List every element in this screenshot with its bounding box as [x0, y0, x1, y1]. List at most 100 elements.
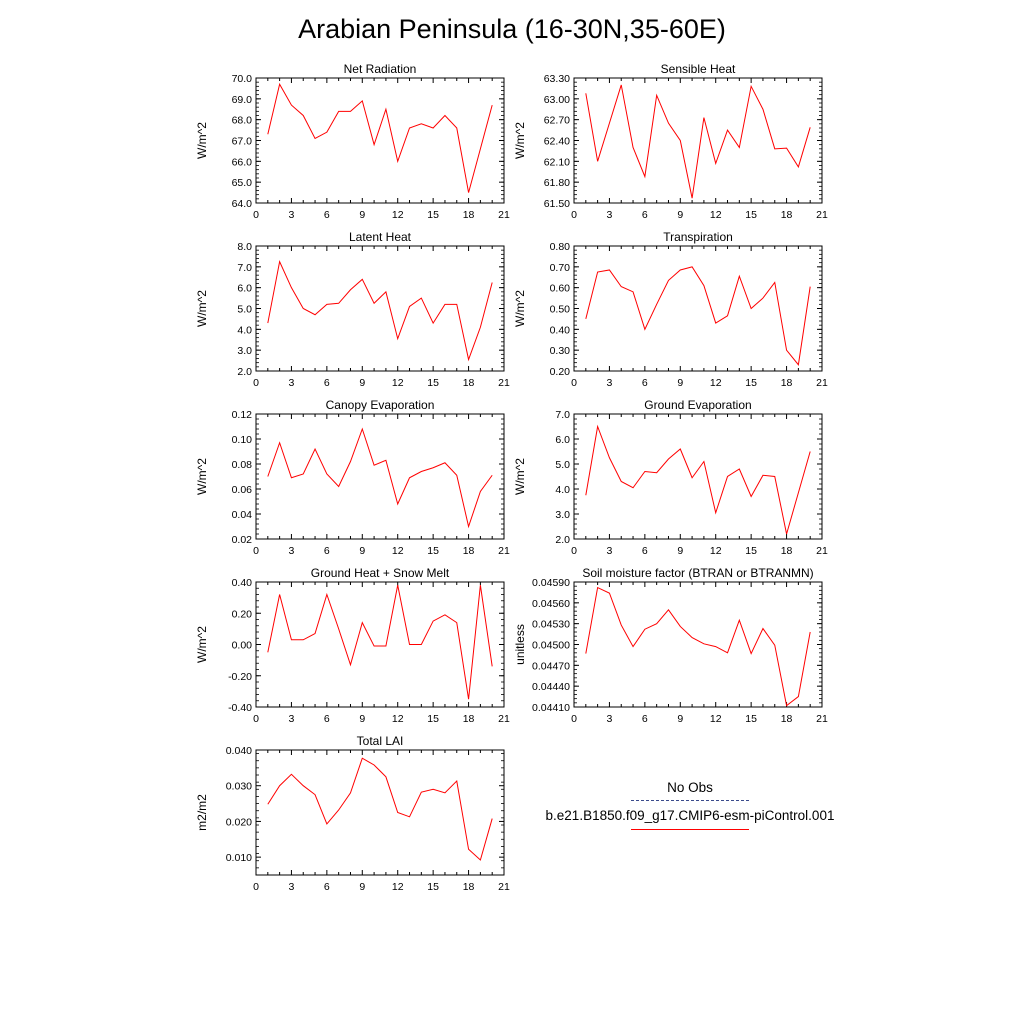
panel-5: 0 3 6 9 12 15 18 21 0.02 0.04 0.06 0.08 0.10 0.12 Cano…: [195, 398, 510, 557]
y-tick-label: 4.0: [555, 484, 570, 496]
y-tick-label: 0.10: [232, 434, 253, 446]
series-line: [585, 266, 811, 366]
panel-4: 0 3 6 9 12 15 18 21 0.20 0.30 0.40 0.50 0.60 0.70 0.80…: [513, 230, 828, 389]
y-axis-label: W/m^2: [195, 458, 209, 495]
x-tick-label: 3: [289, 713, 295, 725]
y-tick-label: 6.0: [555, 434, 570, 446]
legend-obs-label: No Obs: [667, 780, 713, 795]
panel-title: Ground Evaporation: [644, 398, 751, 412]
x-tick-label: 15: [745, 377, 757, 389]
x-tick-label: 0: [571, 209, 577, 221]
x-tick-label: 18: [463, 713, 475, 725]
series-line: [585, 84, 811, 199]
y-tick-label: 0.04590: [532, 577, 570, 589]
x-tick-label: 15: [427, 209, 439, 221]
x-tick-label: 9: [359, 545, 365, 557]
plot-frame: [573, 413, 823, 540]
panel-title: Total LAI: [357, 734, 404, 748]
panel-2: 0 3 6 9 12 15 18 21 61.50 61.80 62.10 62.40 62.70 63.…: [513, 62, 828, 221]
y-tick-label: 64.0: [232, 198, 253, 210]
y-tick-label: 70.0: [232, 73, 253, 85]
x-tick-label: 6: [642, 713, 648, 725]
x-tick-label: 18: [463, 209, 475, 221]
x-tick-label: 3: [607, 545, 613, 557]
y-tick-label: 3.0: [555, 509, 570, 521]
y-tick-label: 5.0: [237, 304, 252, 316]
x-tick-label: 6: [324, 881, 330, 893]
x-tick-label: 6: [324, 377, 330, 389]
y-tick-label: 65.0: [232, 177, 253, 189]
x-tick-label: 0: [571, 713, 577, 725]
y-tick-label: 61.50: [544, 198, 570, 210]
x-tick-label: 15: [745, 209, 757, 221]
x-tick-label: 15: [427, 545, 439, 557]
y-tick-label: 0.02: [232, 534, 253, 546]
y-tick-label: 7.0: [555, 409, 570, 421]
x-tick-label: 21: [498, 377, 510, 389]
panel-1: 0 3 6 9 12 15 18 21 64.0 65.0 66.0 67.0 68.0 69.0 70.0…: [195, 62, 510, 221]
x-tick-label: 15: [427, 713, 439, 725]
x-tick-label: 18: [463, 881, 475, 893]
y-tick-label: 3.0: [237, 345, 252, 357]
y-axis-label: W/m^2: [513, 290, 527, 327]
legend: No Obs b.e21.B1850.f09_g17.CMIP6-esm-piC…: [520, 778, 860, 838]
y-tick-label: 4.0: [237, 324, 252, 336]
y-tick-label: 0.20: [550, 366, 571, 378]
y-tick-label: 0.04440: [532, 681, 570, 693]
y-tick-label: 0.020: [226, 816, 252, 828]
legend-model-line: [631, 829, 749, 830]
panel-title: Net Radiation: [344, 62, 417, 76]
y-tick-label: 0.70: [550, 262, 571, 274]
plot-frame: [573, 77, 823, 204]
x-tick-label: 15: [745, 545, 757, 557]
y-axis-label: W/m^2: [195, 290, 209, 327]
x-tick-label: 0: [253, 713, 259, 725]
panel-7: 0 3 6 9 12 15 18 21 -0.40 -0.20 0.00 0.20 0.40 Ground…: [195, 566, 510, 725]
x-tick-label: 15: [427, 377, 439, 389]
y-tick-label: 0.04530: [532, 619, 570, 631]
figure-title: Arabian Peninsula (16-30N,35-60E): [298, 14, 726, 44]
y-tick-label: 0.04560: [532, 598, 570, 610]
x-tick-label: 12: [710, 377, 722, 389]
x-tick-label: 6: [324, 209, 330, 221]
y-axis-label: W/m^2: [195, 122, 209, 159]
x-tick-label: 0: [571, 545, 577, 557]
x-tick-label: 6: [642, 545, 648, 557]
y-tick-label: 0.04410: [532, 702, 570, 714]
panel-title: Soil moisture factor (BTRAN or BTRANMN): [582, 566, 813, 580]
x-tick-label: 18: [781, 377, 793, 389]
panel-3: 0 3 6 9 12 15 18 21 2.0 3.0 4.0 5.0 6.0 7.0 8.0 Latent …: [195, 230, 510, 389]
x-tick-label: 15: [745, 713, 757, 725]
plot-frame: [255, 413, 505, 540]
x-tick-label: 18: [781, 209, 793, 221]
y-axis-label: m2/m2: [195, 794, 209, 831]
x-tick-label: 9: [677, 377, 683, 389]
y-tick-label: 2.0: [555, 534, 570, 546]
plot-frame: [573, 245, 823, 372]
panel-title: Ground Heat + Snow Melt: [311, 566, 450, 580]
x-tick-label: 9: [359, 209, 365, 221]
y-tick-label: 67.0: [232, 136, 253, 148]
x-tick-label: 18: [781, 545, 793, 557]
x-tick-label: 6: [324, 713, 330, 725]
series-line: [267, 585, 493, 700]
y-tick-label: 62.10: [544, 156, 570, 168]
y-tick-label: 2.0: [237, 366, 252, 378]
y-tick-label: 0.04: [232, 509, 253, 521]
x-tick-label: 18: [781, 713, 793, 725]
x-tick-label: 3: [289, 881, 295, 893]
x-tick-label: 15: [427, 881, 439, 893]
x-tick-label: 6: [642, 209, 648, 221]
y-tick-label: 62.40: [544, 136, 570, 148]
y-tick-label: 0.12: [232, 409, 253, 421]
y-tick-label: 0.40: [550, 324, 571, 336]
y-tick-label: 63.00: [544, 94, 570, 106]
x-tick-label: 21: [498, 209, 510, 221]
plot-frame: [573, 581, 823, 708]
y-tick-label: 6.0: [237, 283, 252, 295]
x-tick-label: 12: [710, 545, 722, 557]
x-tick-label: 21: [816, 713, 828, 725]
x-tick-label: 12: [392, 377, 404, 389]
panel-title: Canopy Evaporation: [326, 398, 435, 412]
